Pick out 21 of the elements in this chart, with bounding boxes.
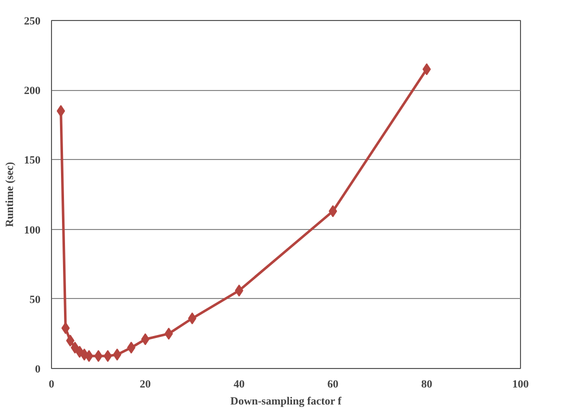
x-tick-label: 20 (140, 378, 152, 390)
y-tick-label: 250 (24, 16, 41, 28)
x-tick-label: 0 (48, 378, 55, 390)
point (234, 284, 244, 297)
point (56, 104, 66, 117)
y-tick-label: 0 (35, 364, 41, 376)
y-tick-label: 200 (24, 85, 41, 98)
point (84, 350, 94, 362)
x-tick-label: 40 (234, 378, 246, 390)
y-tick-label: 150 (24, 154, 41, 167)
point (328, 205, 338, 218)
point (94, 350, 103, 362)
point (61, 322, 70, 334)
x-tick-label: 100 (512, 378, 530, 390)
x-tick-label: 60 (327, 378, 339, 390)
x-tick-label: 80 (421, 378, 433, 390)
y-tick-label: 50 (30, 294, 41, 306)
y-axis-title: Runtime (sec) (4, 162, 16, 228)
y-tick-label: 100 (24, 224, 41, 236)
x-axis-title: Down-sampling factor f (230, 396, 342, 408)
point (112, 348, 122, 361)
